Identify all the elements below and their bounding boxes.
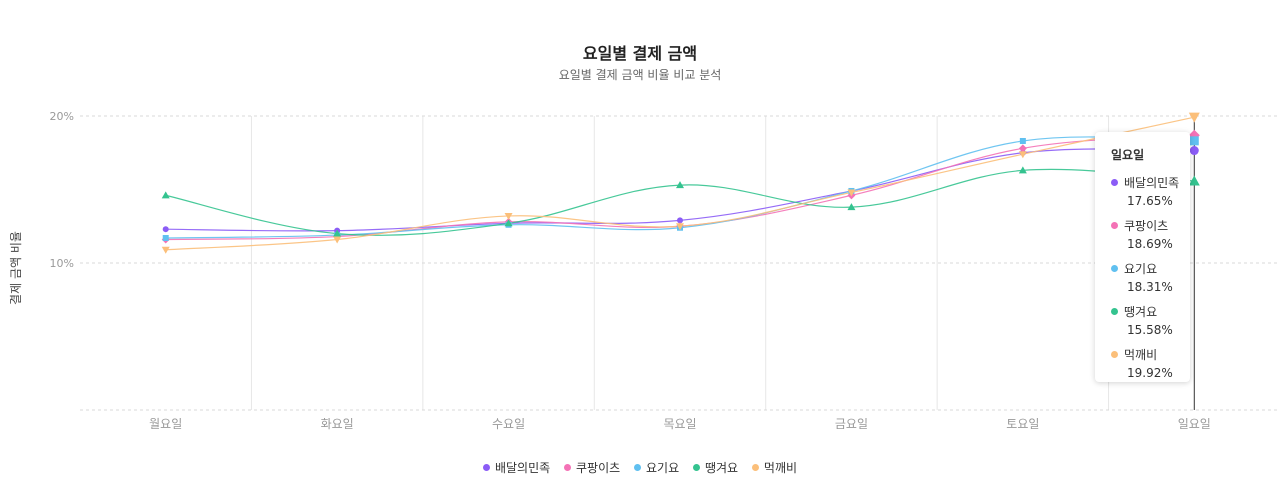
- legend-label: 쿠팡이츠: [576, 461, 621, 475]
- tooltip-series-name: 먹깨비: [1124, 348, 1158, 362]
- data-point: [1018, 144, 1027, 153]
- tooltip-item: 먹깨비 19.92%: [1111, 346, 1173, 380]
- tooltip-item: 배달의민족 17.65%: [1111, 174, 1179, 208]
- data-point: [162, 235, 169, 242]
- x-tick-label: 금요일: [835, 417, 868, 431]
- series-color-dot: [1111, 351, 1118, 358]
- tooltip-series-name: 배달의민족: [1124, 176, 1180, 190]
- data-point: [1188, 175, 1200, 186]
- legend-color-dot: [634, 464, 641, 471]
- data-point: [333, 229, 342, 237]
- legend-color-dot: [751, 464, 759, 471]
- tooltip-series-value: 18.69%: [1127, 237, 1173, 251]
- series-color-dot: [1111, 308, 1118, 315]
- y-tick-label: 20%: [50, 110, 74, 123]
- data-point: [161, 191, 170, 199]
- tooltip-series-value: 15.58%: [1127, 323, 1173, 337]
- legend-label: 땡겨요: [704, 461, 739, 475]
- chart-legend: 배달의민족 쿠팡이츠 요기요 땡겨요 먹깨비: [0, 459, 1280, 476]
- legend-item-baemin[interactable]: 배달의민족: [482, 459, 551, 476]
- data-point: [1018, 166, 1027, 174]
- legend-item-ddanggyo[interactable]: 땡겨요: [692, 459, 739, 476]
- data-point: [504, 212, 513, 220]
- y-tick-label: 10%: [50, 257, 74, 270]
- hover-tooltip: 일요일 배달의민족 17.65% 쿠팡이츠 18.69% 요기요 18.31% …: [1095, 132, 1190, 382]
- x-tick-label: 일요일: [1178, 417, 1211, 431]
- chart-title: 요일별 결제 금액: [582, 44, 698, 63]
- x-tick-label: 목요일: [663, 417, 696, 431]
- tooltip-series-value: 17.65%: [1127, 194, 1173, 208]
- tooltip-item: 요기요 18.31%: [1111, 260, 1173, 294]
- data-point: [1189, 146, 1199, 156]
- legend-label: 요기요: [646, 461, 680, 475]
- tooltip-series-name: 땡겨요: [1124, 305, 1158, 319]
- data-point: [676, 181, 684, 189]
- legend-item-coupang-eats[interactable]: 쿠팡이츠: [564, 459, 620, 476]
- tooltip-title: 일요일: [1111, 148, 1145, 162]
- series-color-dot: [1111, 179, 1118, 186]
- data-point: [1189, 136, 1199, 146]
- legend-color-dot: [482, 464, 490, 471]
- data-point: [1188, 112, 1200, 123]
- data-point: [504, 219, 513, 227]
- tooltip-series-name: 요기요: [1124, 262, 1158, 276]
- series-color-dot: [1111, 222, 1118, 229]
- data-point: [1018, 151, 1027, 159]
- data-point: [676, 223, 684, 231]
- data-point: [847, 189, 856, 197]
- x-tick-label: 월요일: [149, 417, 182, 431]
- x-tick-label: 수요일: [492, 417, 525, 431]
- data-point: [1019, 137, 1026, 144]
- legend-color-dot: [564, 464, 571, 471]
- legend-item-yogiyo[interactable]: 요기요: [634, 459, 679, 476]
- tooltip-item: 쿠팡이츠 18.69%: [1111, 217, 1173, 251]
- legend-color-dot: [692, 464, 700, 471]
- legend-label: 먹깨비: [763, 461, 798, 475]
- data-point: [677, 217, 683, 224]
- legend-item-meokkaebi[interactable]: 먹깨비: [751, 459, 798, 476]
- data-point: [162, 226, 169, 233]
- tooltip-series-name: 쿠팡이츠: [1124, 219, 1169, 233]
- data-point: [333, 236, 342, 244]
- data-point: [161, 246, 170, 254]
- x-tick-label: 토요일: [1006, 417, 1039, 431]
- data-point: [847, 203, 856, 211]
- series-color-dot: [1111, 265, 1118, 272]
- chart-subtitle: 요일별 결제 금액 비율 비교 분석: [558, 68, 722, 82]
- tooltip-item: 땡겨요 15.58%: [1111, 303, 1173, 337]
- x-tick-label: 화요일: [321, 417, 354, 431]
- legend-label: 배달의민족: [494, 461, 551, 475]
- tooltip-series-value: 18.31%: [1127, 280, 1173, 294]
- tooltip-series-value: 19.92%: [1127, 366, 1173, 380]
